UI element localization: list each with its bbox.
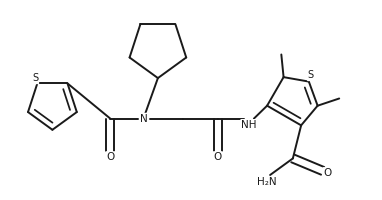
Text: O: O [214, 152, 222, 162]
Text: O: O [106, 152, 115, 162]
Text: S: S [308, 70, 314, 80]
Text: O: O [324, 168, 332, 178]
Text: NH: NH [241, 120, 257, 130]
Text: S: S [32, 73, 38, 83]
Text: N: N [139, 114, 147, 124]
Text: H₂N: H₂N [257, 177, 277, 187]
